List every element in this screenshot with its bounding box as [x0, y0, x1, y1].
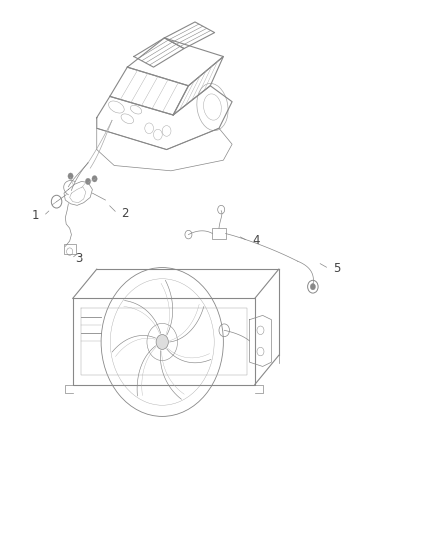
Text: 1: 1: [32, 209, 39, 222]
Circle shape: [310, 284, 315, 290]
Circle shape: [92, 175, 97, 182]
Text: 2: 2: [121, 207, 129, 220]
Circle shape: [68, 173, 73, 179]
Text: 4: 4: [252, 235, 260, 247]
Circle shape: [85, 178, 91, 184]
Circle shape: [156, 335, 168, 350]
Text: 5: 5: [333, 262, 341, 275]
Text: 3: 3: [76, 252, 83, 265]
